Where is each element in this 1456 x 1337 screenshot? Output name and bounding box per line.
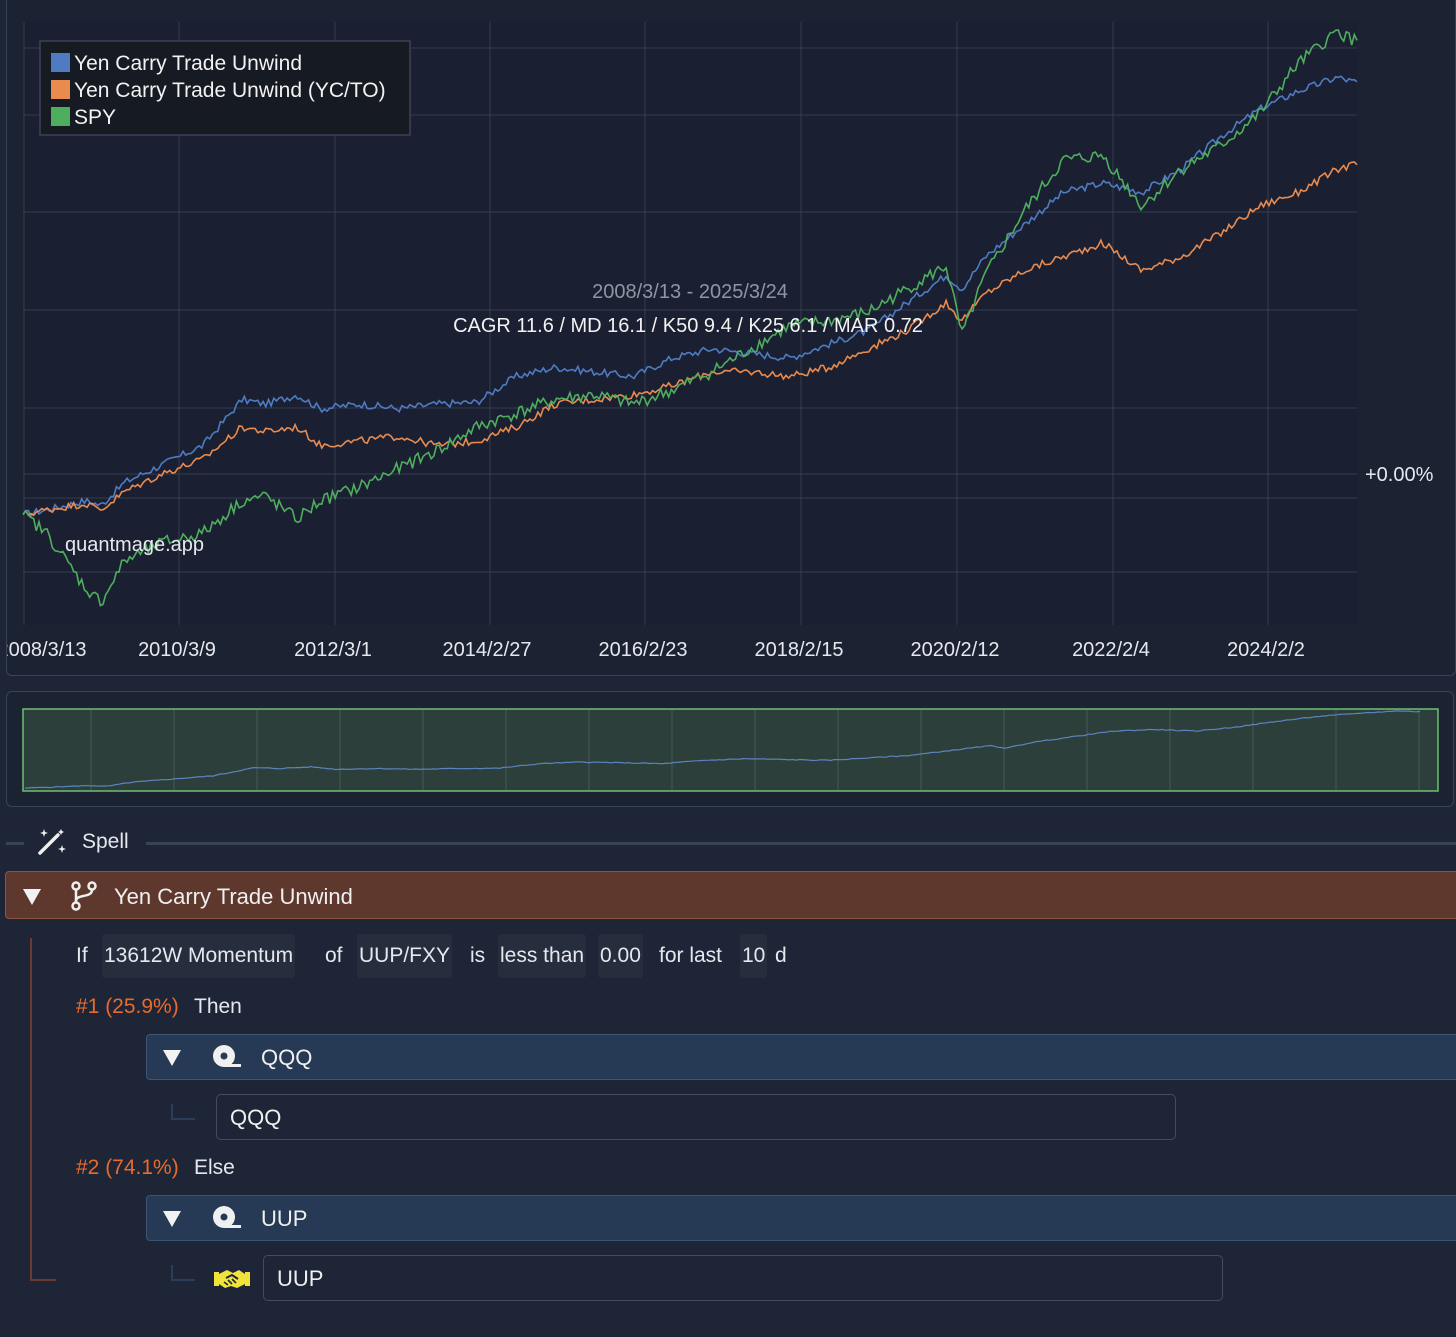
navigator-selection[interactable] xyxy=(22,708,1439,792)
x-tick-label: 2014/2/27 xyxy=(443,639,532,661)
asset-ticker: UUP xyxy=(277,1266,324,1291)
legend[interactable]: Yen Carry Trade Unwind Yen Carry Trade U… xyxy=(39,40,411,136)
collapse-triangle-icon[interactable] xyxy=(163,1211,181,1227)
x-tick-label: 2008/3/13 xyxy=(7,639,86,661)
y-marker-label: +0.00% xyxy=(1365,464,1434,486)
tree-connector xyxy=(30,938,32,1280)
asset-group-icon xyxy=(213,1206,241,1228)
asset-group-icon xyxy=(213,1045,241,1067)
handshake-icon xyxy=(214,1270,250,1288)
strategy-title[interactable]: Yen Carry Trade Unwind xyxy=(114,884,353,909)
divider xyxy=(6,842,24,845)
x-tick-label: 2010/3/9 xyxy=(138,639,216,661)
x-tick-label: 2012/3/1 xyxy=(294,639,372,661)
x-tick-label: 2020/2/12 xyxy=(911,639,1000,661)
tree-connector xyxy=(171,1104,195,1120)
x-tick-label: 2018/2/15 xyxy=(755,639,844,661)
backtest-chart[interactable]: 2008/3/13 2010/3/9 2012/3/1 2014/2/27 2016/2… xyxy=(7,0,1455,676)
ticker-selector[interactable]: UUP/FXY xyxy=(357,934,453,978)
collapse-triangle-icon[interactable] xyxy=(163,1050,181,1066)
group-uup[interactable]: UUP xyxy=(146,1195,1456,1241)
branch-1-weight: #1 (25.9%) xyxy=(76,995,179,1018)
group-qqq[interactable]: QQQ xyxy=(146,1034,1456,1080)
series-line-2[interactable] xyxy=(22,161,1358,517)
else-label: Else xyxy=(194,1156,235,1179)
group-title[interactable]: QQQ xyxy=(261,1045,313,1070)
group-title[interactable]: UUP xyxy=(261,1206,308,1231)
if-label: If xyxy=(76,944,88,967)
legend-swatch xyxy=(51,53,70,72)
threshold-input[interactable]: 0.00 xyxy=(598,934,643,978)
indicator-selector[interactable]: 13612W Momentum xyxy=(102,934,296,978)
then-label: Then xyxy=(194,995,242,1018)
legend-item-label[interactable]: Yen Carry Trade Unwind xyxy=(74,52,302,75)
series-line-3[interactable] xyxy=(22,29,1358,607)
x-tick-label: 2016/2/23 xyxy=(599,639,688,661)
range-navigator[interactable] xyxy=(7,692,1453,806)
series-lines xyxy=(22,29,1358,607)
asset-ticker: QQQ xyxy=(230,1105,282,1130)
spell-label[interactable]: Spell xyxy=(82,830,129,853)
magic-wand-icon xyxy=(38,829,66,855)
date-range-label: 2008/3/13 - 2025/3/24 xyxy=(592,281,788,303)
days-input[interactable]: 10 xyxy=(740,934,768,978)
series-line-1[interactable] xyxy=(22,75,1358,518)
for-last-label: for last xyxy=(659,944,723,967)
navigator-grid xyxy=(90,710,1420,790)
range-navigator-panel[interactable] xyxy=(6,691,1454,807)
backtest-chart-panel[interactable]: 2008/3/13 2010/3/9 2012/3/1 2014/2/27 2016/2… xyxy=(6,0,1456,676)
legend-box xyxy=(39,40,411,136)
collapse-triangle-icon[interactable] xyxy=(23,889,41,905)
tree-connector xyxy=(30,1279,56,1281)
branch-icon xyxy=(71,881,97,911)
asset-input-qqq[interactable]: QQQ xyxy=(216,1094,1176,1140)
legend-swatch xyxy=(51,80,70,99)
stats-label: CAGR 11.6 / MD 16.1 / K50 9.4 / K25 6.1 … xyxy=(453,315,923,337)
divider xyxy=(146,842,1456,845)
of-label: of xyxy=(325,944,343,967)
tree-connector xyxy=(171,1265,195,1281)
comparator-selector[interactable]: less than xyxy=(498,934,587,978)
is-label: is xyxy=(470,944,486,967)
asset-input-uup[interactable]: UUP xyxy=(263,1255,1223,1301)
x-tick-label: 2022/2/4 xyxy=(1072,639,1150,661)
strategy-header[interactable]: Yen Carry Trade Unwind xyxy=(5,871,1456,919)
branch-2-weight: #2 (74.1%) xyxy=(76,1156,179,1179)
legend-item-label[interactable]: Yen Carry Trade Unwind (YC/TO) xyxy=(74,79,386,102)
navigator-series-line xyxy=(25,710,1421,789)
days-unit-label: d xyxy=(775,944,787,967)
legend-swatch xyxy=(51,107,70,126)
x-axis-ticks: 2008/3/13 2010/3/9 2012/3/1 2014/2/27 2016/2… xyxy=(7,639,1305,661)
spell-section: Spell xyxy=(0,826,1456,860)
legend-item-label[interactable]: SPY xyxy=(74,106,116,129)
watermark: quantmage.app xyxy=(65,534,204,556)
x-tick-label: 2024/2/2 xyxy=(1227,639,1305,661)
